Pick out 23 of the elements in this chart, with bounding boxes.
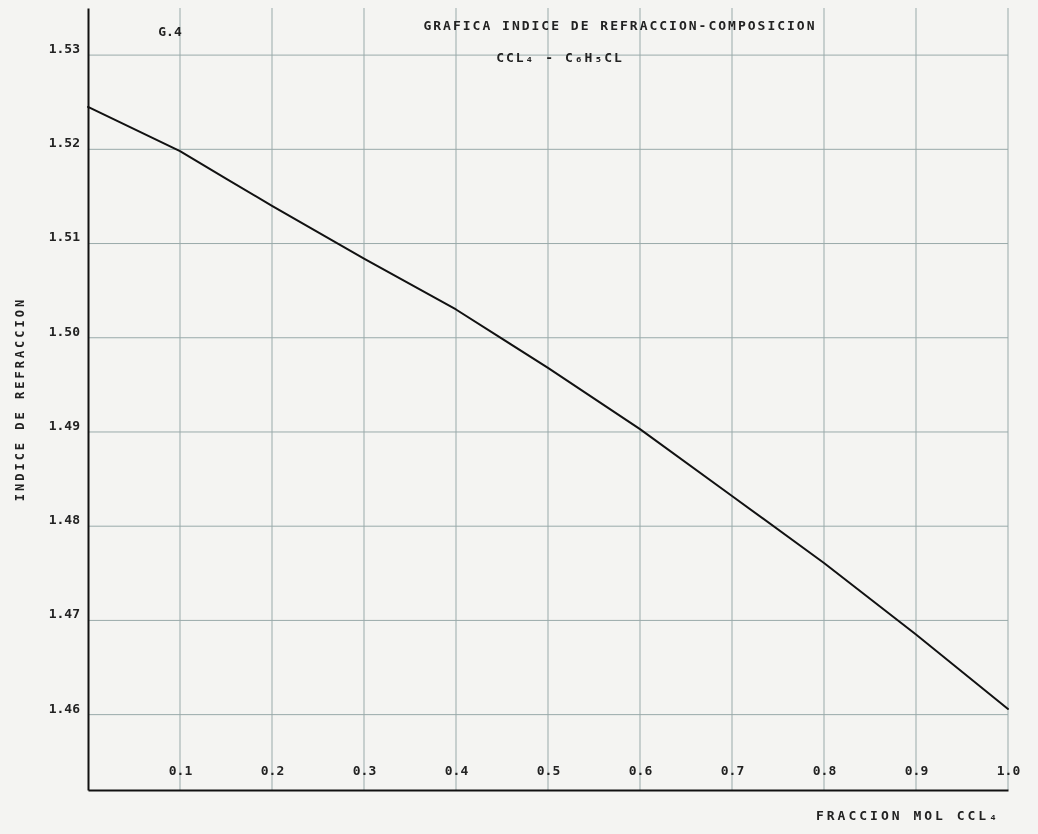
x-tick-label: 0.7 bbox=[720, 763, 745, 779]
x-tick-label: 0.6 bbox=[628, 763, 653, 779]
x-tick-label: 0.1 bbox=[168, 763, 193, 779]
y-tick-label: 1.49 bbox=[48, 417, 80, 433]
y-tick-label: 1.50 bbox=[48, 323, 81, 339]
x-axis-title: FRACCION MOL CCL₄ bbox=[815, 808, 1000, 823]
annotation: G.4 bbox=[158, 24, 182, 39]
text: GRAFICA INDICE DE REFRACCION-COMPOSICION bbox=[423, 18, 817, 33]
y-tick-label: 1.53 bbox=[48, 41, 80, 57]
y-tick-label: 1.51 bbox=[48, 229, 81, 245]
x-tick-label: 0.3 bbox=[352, 763, 377, 779]
y-tick-label: 1.48 bbox=[48, 512, 81, 528]
x-tick-label: 0.4 bbox=[444, 763, 469, 779]
text: CCL₄ - C₆H₅CL bbox=[496, 50, 624, 65]
y-tick-label: 1.47 bbox=[48, 606, 80, 622]
x-tick-label: 0.2 bbox=[260, 763, 285, 779]
y-axis-title: INDICE DE REFRACCION bbox=[13, 296, 27, 502]
x-tick-label: 1.0 bbox=[996, 763, 1021, 779]
x-tick-label: 0.5 bbox=[536, 763, 561, 779]
y-tick-label: 1.46 bbox=[48, 700, 81, 716]
x-tick-label: 0.8 bbox=[812, 763, 837, 779]
x-tick-label: 0.9 bbox=[904, 763, 929, 779]
y-tick-label: 1.52 bbox=[48, 135, 80, 151]
